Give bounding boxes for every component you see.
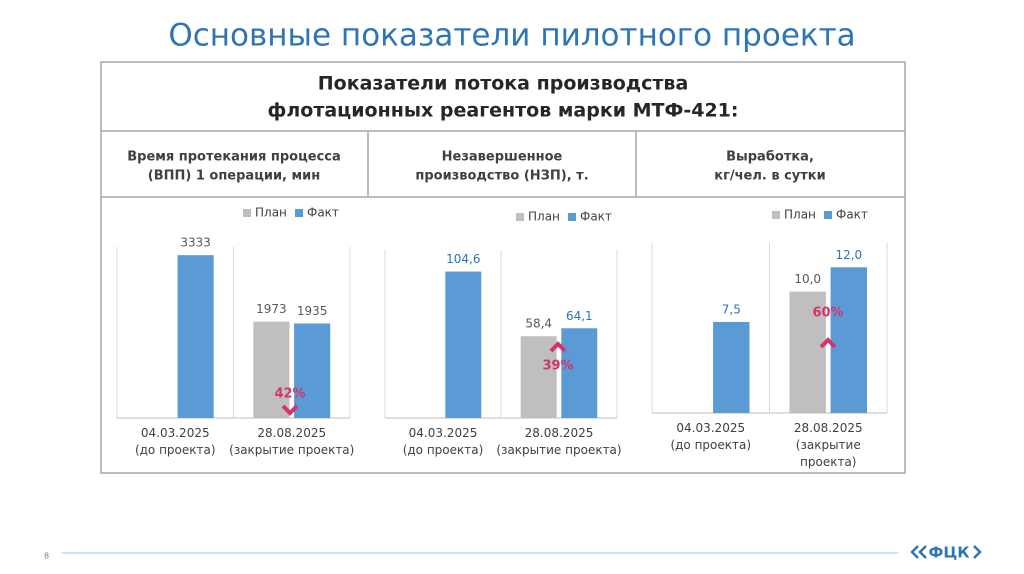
chevron xyxy=(549,341,567,353)
x-tick-label: 04.03.2025 (до проекта) xyxy=(670,421,751,452)
value-label: 7,5 xyxy=(722,302,741,316)
legend-label: Факт xyxy=(307,206,339,220)
value-label: 1973 xyxy=(256,302,287,316)
table-title: Показатели потока производства xyxy=(318,73,689,95)
logo: ФЦК xyxy=(928,544,970,562)
value-label: 1935 xyxy=(297,304,328,318)
table-title: флотационных реагентов марки МТФ-421: xyxy=(268,100,739,122)
column-header: Выработка, xyxy=(726,150,814,165)
legend-label: План xyxy=(255,206,287,220)
value-label: 12,0 xyxy=(835,248,862,262)
value-label: 3333 xyxy=(180,236,211,250)
x-tick-label: 28.08.2025 (закрытие проекта) xyxy=(794,421,863,469)
x-tick-label: 04.03.2025 (до проекта) xyxy=(135,426,216,457)
bar xyxy=(177,255,214,418)
slide-title: Основные показатели пилотного проекта xyxy=(168,18,855,54)
legend-label: Факт xyxy=(580,210,612,224)
chevron xyxy=(281,404,299,416)
bar xyxy=(713,321,750,413)
column-header: (ВПП) 1 операции, мин xyxy=(148,169,321,184)
bar xyxy=(253,321,290,418)
value-label: 58,4 xyxy=(525,317,552,331)
legend-swatch xyxy=(516,213,524,221)
legend-swatch xyxy=(772,211,780,219)
annotation: 60% xyxy=(812,306,843,321)
bar xyxy=(789,291,826,413)
logo-bracket xyxy=(910,545,982,559)
value-label: 64,1 xyxy=(566,309,593,323)
column-header: кг/чел. в сутки xyxy=(714,169,826,184)
bar xyxy=(294,323,331,418)
x-tick-label: 04.03.2025 (до проекта) xyxy=(403,426,484,457)
annotation: 39% xyxy=(542,359,573,374)
legend-swatch xyxy=(824,211,832,219)
bar xyxy=(445,271,482,418)
table-frame xyxy=(100,61,906,474)
chevron xyxy=(819,337,837,349)
value-label: 104,6 xyxy=(446,252,480,266)
value-label: 10,0 xyxy=(794,272,821,286)
bar xyxy=(561,328,598,418)
page-number: 8 xyxy=(44,552,49,561)
column-header: Время протекания процесса xyxy=(127,150,341,165)
bar xyxy=(830,267,868,413)
legend-swatch xyxy=(295,209,303,217)
legend-label: Факт xyxy=(836,208,868,222)
annotation: 42% xyxy=(274,387,305,402)
column-header: Незавершенное xyxy=(442,150,563,165)
legend-swatch xyxy=(568,213,576,221)
legend-label: План xyxy=(784,208,816,222)
x-tick-label: 28.08.2025 (закрытие проекта) xyxy=(229,426,354,457)
x-tick-label: 28.08.2025 (закрытие проекта) xyxy=(496,426,621,457)
column-header: производство (НЗП), т. xyxy=(415,169,588,184)
legend-label: План xyxy=(528,210,560,224)
legend-swatch xyxy=(243,209,251,217)
